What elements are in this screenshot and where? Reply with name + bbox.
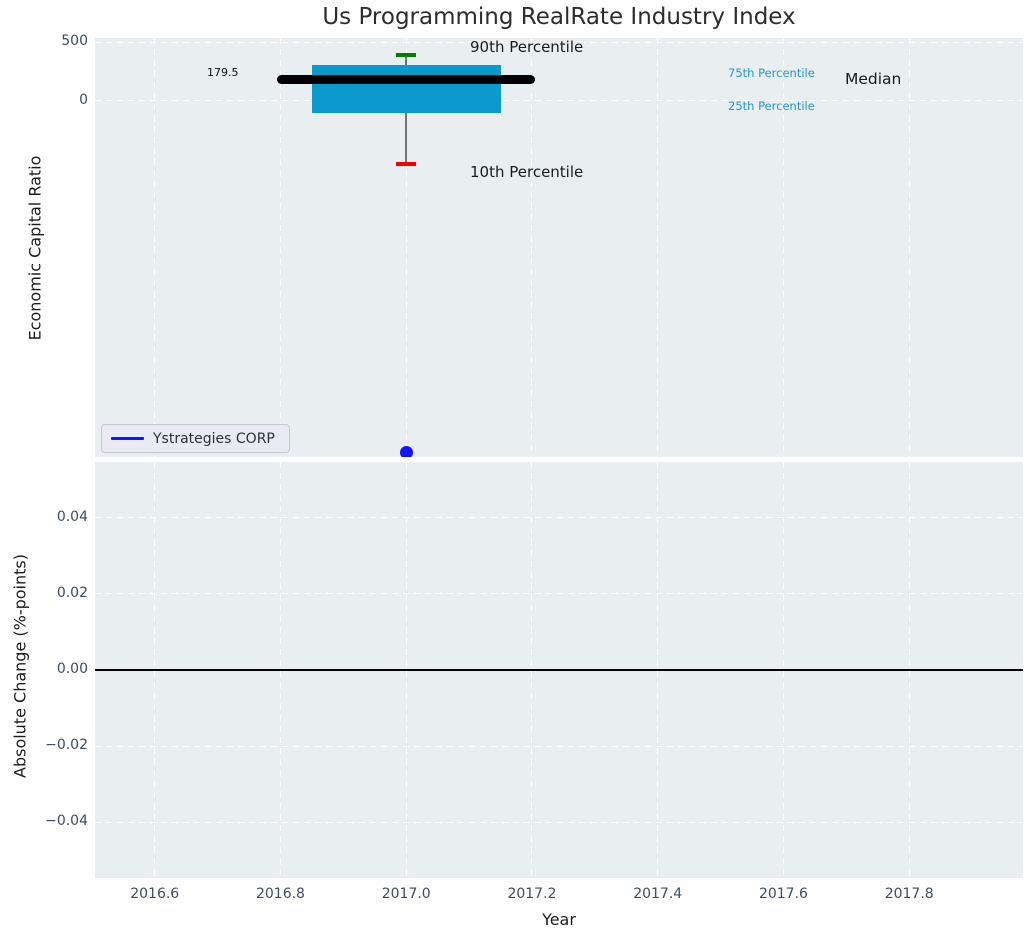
legend: Ystrategies CORP xyxy=(101,424,290,453)
p90-cap xyxy=(396,53,417,57)
gridline-horizontal xyxy=(95,41,1023,43)
gridline-horizontal xyxy=(95,821,1023,823)
zero-line xyxy=(95,669,1023,671)
gridline-vertical xyxy=(908,38,910,457)
annotation-median: Median xyxy=(845,70,902,88)
bottom-y-tick-label: −0.02 xyxy=(45,737,88,754)
annotation-90th-percentile: 90th Percentile xyxy=(470,38,584,56)
annotation-25th-percentile: 25th Percentile xyxy=(728,99,815,113)
x-tick-label: 2017.8 xyxy=(884,886,934,902)
bottom-y-tick-label: 0.00 xyxy=(56,661,88,677)
annotation-10th-percentile: 10th Percentile xyxy=(470,163,584,181)
top-y-tick-label: 500 xyxy=(61,33,88,49)
annotation-median-value: 179.5 xyxy=(207,66,239,79)
top-y-axis-label: Economic Capital Ratio xyxy=(25,155,45,341)
gridline-horizontal xyxy=(95,745,1023,747)
legend-line-sample xyxy=(111,437,144,440)
gridline-vertical xyxy=(531,38,533,457)
bottom-axes xyxy=(95,462,1023,878)
gridline-vertical xyxy=(154,38,156,457)
bottom-y-tick-label: −0.04 xyxy=(45,813,88,830)
legend-label: Ystrategies CORP xyxy=(153,430,275,447)
annotation-75th-percentile: 75th Percentile xyxy=(728,66,815,80)
company-point xyxy=(399,445,413,457)
x-tick-label: 2017.2 xyxy=(507,886,557,902)
gridline-vertical xyxy=(405,38,407,457)
gridline-horizontal xyxy=(95,100,1023,102)
gridline-vertical xyxy=(782,38,784,457)
top-axes xyxy=(95,38,1023,457)
top-y-tick-label: 0 xyxy=(79,91,88,108)
bottom-y-tick-label: 0.02 xyxy=(56,584,88,601)
x-tick-label: 2017.4 xyxy=(633,886,683,902)
x-tick-label: 2017.0 xyxy=(381,886,431,902)
x-tick-label: 2017.6 xyxy=(758,886,808,902)
p10-cap xyxy=(396,162,417,166)
gridline-vertical xyxy=(279,38,281,457)
bottom-y-tick-label: 0.04 xyxy=(56,508,88,525)
x-tick-label: 2016.8 xyxy=(255,886,305,902)
x-axis-label: Year xyxy=(542,910,576,929)
chart-title: Us Programming RealRate Industry Index xyxy=(322,4,796,30)
gridline-horizontal xyxy=(95,593,1023,595)
x-tick-label: 2016.6 xyxy=(130,886,180,902)
percentile-box xyxy=(311,64,501,113)
median-bar xyxy=(277,75,536,85)
gridline-horizontal xyxy=(95,517,1023,519)
gridline-vertical xyxy=(657,38,659,457)
